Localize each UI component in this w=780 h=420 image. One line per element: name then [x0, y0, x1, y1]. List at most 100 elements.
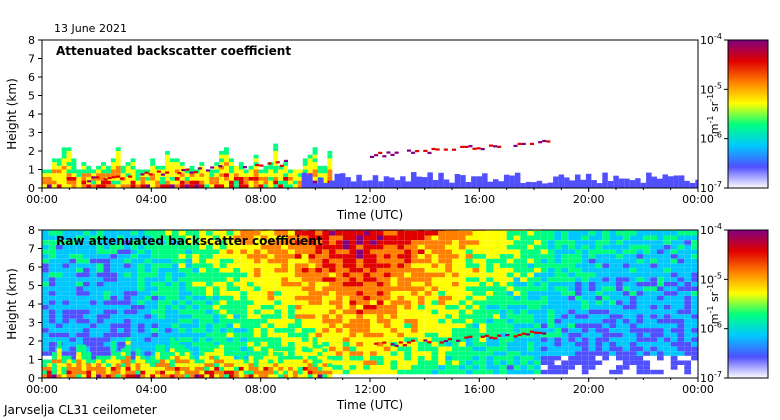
colorbar	[727, 229, 769, 379]
aerosol-cell	[115, 363, 121, 367]
noise-cell	[575, 254, 582, 259]
noise-cell	[479, 249, 487, 254]
noise-cell	[657, 272, 664, 278]
aerosol-cell	[199, 355, 205, 360]
noise-cell	[383, 318, 391, 324]
aerosol-cell	[312, 355, 318, 360]
noise-cell	[472, 244, 480, 250]
aerosol-cell	[46, 180, 52, 185]
noise-cell	[260, 240, 268, 245]
noise-cell	[329, 240, 336, 245]
noise-cell	[595, 360, 603, 365]
noise-cell	[534, 346, 541, 352]
noise-cell	[458, 369, 466, 375]
aerosol-cell	[327, 359, 333, 364]
noise-cell	[185, 277, 193, 282]
noise-cell	[472, 337, 480, 342]
noise-cell	[329, 369, 336, 375]
noise-cell	[267, 258, 275, 264]
noise-cell	[411, 341, 418, 347]
noise-cell	[458, 323, 466, 328]
noise-cell	[226, 304, 234, 310]
noise-cell	[445, 341, 452, 347]
noise-cell	[438, 240, 446, 245]
aerosol-cell	[243, 173, 249, 177]
aerosol-cell	[268, 341, 274, 345]
aerosol-cell	[302, 370, 308, 375]
noise-cell	[691, 314, 698, 319]
aerosol-cell	[150, 180, 156, 185]
noise-cell	[178, 267, 186, 273]
noise-cell	[472, 267, 480, 273]
noise-cell	[458, 281, 466, 287]
aerosol-cell	[199, 359, 205, 364]
aerosol-cell	[273, 184, 279, 188]
noise-cell	[657, 360, 664, 365]
aerosol-cell	[199, 352, 205, 356]
aerosol-cell	[253, 374, 259, 378]
noise-cell	[151, 235, 159, 241]
noise-cell	[356, 272, 364, 278]
aerosol-cell	[288, 169, 293, 174]
noise-cell	[322, 337, 329, 342]
noise-cell	[588, 341, 596, 347]
aerosol-cell	[76, 184, 82, 188]
noise-cell	[192, 267, 200, 273]
noise-cell	[677, 360, 685, 365]
noise-cell	[554, 337, 562, 342]
y-tick-label: 8	[28, 224, 35, 237]
noise-cell	[411, 267, 418, 273]
aerosol-cell	[150, 355, 156, 360]
noise-cell	[76, 323, 83, 328]
noise-cell	[684, 240, 692, 245]
noise-cell	[335, 230, 343, 236]
aerosol-cell	[238, 374, 244, 378]
noise-cell	[636, 314, 644, 319]
noise-cell	[376, 341, 384, 347]
noise-cell	[616, 332, 623, 338]
aerosol-cell	[66, 363, 72, 367]
aerosol-cell	[258, 173, 264, 177]
cloud-cell	[411, 151, 416, 154]
noise-cell	[62, 304, 70, 310]
noise-cell	[42, 346, 49, 352]
noise-cell	[294, 235, 302, 241]
near-surface-cell	[591, 180, 597, 188]
noise-cell	[171, 244, 179, 250]
noise-cell	[493, 230, 500, 236]
cloud-cell	[480, 148, 485, 151]
noise-cell	[233, 249, 241, 254]
noise-cell	[171, 230, 179, 236]
noise-cell	[274, 277, 282, 282]
aerosol-cell	[135, 184, 141, 188]
noise-cell	[42, 332, 49, 338]
noise-cell	[643, 369, 651, 375]
cloud-cell	[394, 344, 399, 347]
aerosol-cell	[194, 173, 200, 177]
aerosol-cell	[106, 359, 111, 364]
noise-cell	[185, 286, 193, 291]
noise-cell	[513, 230, 521, 236]
noise-cell	[62, 337, 70, 342]
noise-cell	[547, 314, 555, 319]
noise-cell	[643, 291, 651, 296]
aerosol-cell	[120, 363, 126, 367]
noise-cell	[117, 267, 124, 273]
noise-cell	[335, 240, 343, 245]
noise-cell	[96, 304, 104, 310]
noise-cell	[83, 300, 90, 305]
noise-cell	[226, 230, 234, 236]
cloud-cell	[534, 331, 539, 334]
noise-cell	[602, 230, 610, 236]
noise-cell	[144, 300, 152, 305]
noise-cell	[376, 314, 384, 319]
aerosol-cell	[66, 162, 72, 166]
noise-cell	[103, 295, 111, 301]
noise-cell	[192, 272, 200, 278]
noise-cell	[513, 235, 521, 241]
noise-cell	[657, 286, 664, 291]
noise-cell	[390, 235, 398, 241]
noise-cell	[76, 240, 83, 245]
noise-cell	[411, 318, 418, 324]
noise-cell	[650, 314, 657, 319]
